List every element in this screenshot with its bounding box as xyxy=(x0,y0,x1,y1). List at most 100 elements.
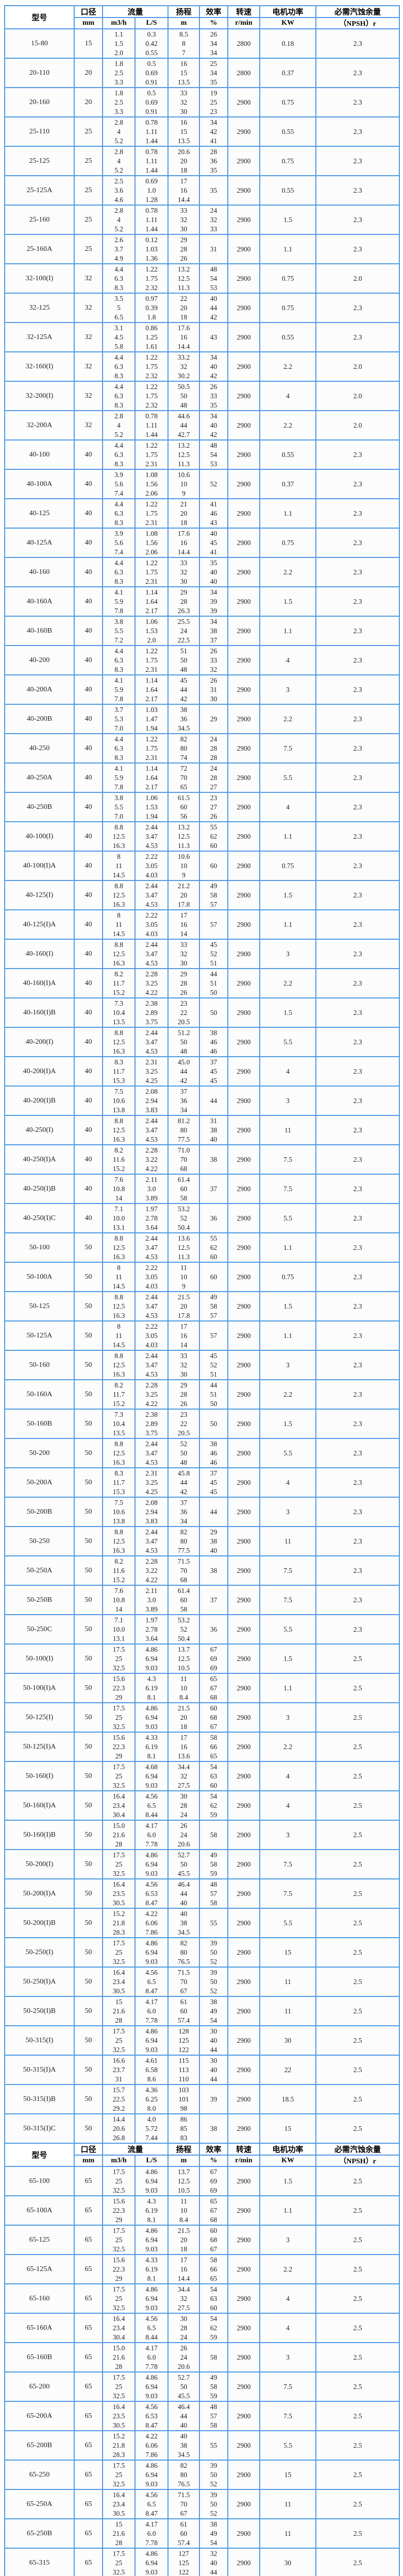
cell-line: 4.17 xyxy=(145,1997,158,2006)
cell-line: 58 xyxy=(180,1605,188,1613)
efficiency-cell: 28 36 35 xyxy=(199,146,229,176)
diameter-cell: 40 xyxy=(74,762,103,793)
cell-line: 14.4 xyxy=(177,342,190,350)
cell-line: 20.6 xyxy=(177,2362,190,2370)
cell-line: 3.64 xyxy=(145,1223,158,1231)
cell-line: 12.5 xyxy=(112,832,125,840)
cell-line: 32 xyxy=(180,362,188,370)
cell-line: 8 xyxy=(182,39,186,47)
model-cell: 40-200B xyxy=(4,704,75,734)
cell-line: 83 xyxy=(180,2133,188,2142)
cell-line: 16 xyxy=(180,118,188,126)
cell-line: 23.4 xyxy=(112,2500,125,2508)
cell-line: 58 xyxy=(210,1733,217,1741)
cell-line: 22.3 xyxy=(112,1684,125,1692)
npsh-cell: 2.3 xyxy=(315,1144,400,1175)
model-cell: 40-160 xyxy=(4,557,75,587)
cell-line: 3.22 xyxy=(145,1566,158,1574)
cell-line: 80 xyxy=(180,2470,188,2479)
cell-line: 58 xyxy=(210,2353,217,2361)
cell-line: 3.6 xyxy=(114,186,123,194)
flow-ls-cell: 4.86 6.94 9.03 xyxy=(134,2283,169,2314)
cell-line: 3.9 xyxy=(114,529,123,537)
head-cell: 38 36 34.5 xyxy=(167,704,200,734)
cell-line: 5.9 xyxy=(114,597,123,605)
flow-ls-cell: 2.38 2.89 3.75 xyxy=(134,1409,169,1439)
cell-line: 46 xyxy=(210,1038,217,1046)
cell-line: 50 xyxy=(180,2382,188,2391)
cell-line: 60 xyxy=(210,1781,217,1789)
table-row: 50-315(I)B 50 15.7 22.5 29.2 4.36 6.25 8.0 103 10… xyxy=(4,2084,400,2114)
cell-line: 3.25 xyxy=(145,1390,158,1398)
cell-line: 45 xyxy=(210,1351,217,1360)
table-row: 50-160(I)B 50 15.0 21.6 28 4.17 6.0 7.78 26 24 20.… xyxy=(4,1820,400,1850)
header-efficiency-unit: % xyxy=(199,17,229,29)
table-row: 65-250 65 17.5 25 32.5 4.86 6.94 9.03 82 80 76.5 39… xyxy=(4,2460,400,2490)
cell-line: 3.89 xyxy=(145,1194,158,1202)
header-head: 扬程 xyxy=(167,2143,200,2156)
cell-line: 18 xyxy=(180,2245,188,2253)
diameter-cell: 50 xyxy=(74,2055,103,2085)
cell-line: 10.4 xyxy=(112,1008,125,1016)
cell-line: 10 xyxy=(180,1273,188,1281)
head-cell: 45 44 42 xyxy=(167,674,200,705)
cell-line: 48 xyxy=(210,441,217,449)
power-cell: 5.5 xyxy=(259,2430,317,2461)
cell-line: 12.5 xyxy=(112,1361,125,1369)
cell-line: 3.47 xyxy=(145,1038,158,1046)
cell-line: 32.5 xyxy=(112,2186,125,2194)
efficiency-cell: 67 69 69 xyxy=(199,2166,229,2196)
cell-line: 57 xyxy=(210,1889,217,1897)
cell-line: 72 xyxy=(180,764,188,772)
cell-line: 61 xyxy=(180,1997,188,2006)
cell-line: 2.6 xyxy=(114,235,123,244)
cell-line: 12.5 xyxy=(177,274,190,282)
cell-line: 44 xyxy=(180,421,188,429)
power-cell: 11 xyxy=(259,1967,317,1997)
power-cell: 0.18 xyxy=(259,28,317,59)
diameter-cell: 20 xyxy=(74,87,103,117)
cell-line: 9.03 xyxy=(145,2045,158,2054)
cell-line: 58 xyxy=(210,1860,217,1868)
model-cell: 25-160 xyxy=(4,205,75,235)
cell-line: 8 xyxy=(117,911,121,919)
cell-line: 30 xyxy=(210,694,217,703)
flow-m3h-cell: 14.4 20.6 26.8 xyxy=(102,2113,136,2144)
head-cell: 21 20 18 xyxy=(167,498,200,529)
speed-cell: 2900 xyxy=(227,1379,261,1410)
power-cell: 7.5 xyxy=(259,1585,317,1615)
power-cell: 4 xyxy=(259,2313,317,2343)
cell-line: 4.53 xyxy=(145,1458,158,1466)
cell-line: 60 xyxy=(210,841,217,850)
head-cell: 17 16 13.6 xyxy=(167,1732,200,1762)
cell-line: 22.3 xyxy=(112,2206,125,2214)
cell-line: 16 xyxy=(180,59,188,67)
flow-ls-cell: 4.61 6.58 8.6 xyxy=(134,2055,169,2085)
cell-line: 67 xyxy=(210,2245,217,2253)
diameter-cell: 32 xyxy=(74,293,103,323)
flow-ls-cell: 1.22 1.75 2.31 xyxy=(134,498,169,529)
speed-cell: 2900 xyxy=(227,1790,261,1821)
efficiency-cell: 31 xyxy=(199,234,229,264)
power-cell: 1.1 xyxy=(259,1320,317,1351)
cell-line: 2.17 xyxy=(145,606,158,615)
diameter-cell: 50 xyxy=(74,1761,103,1791)
cell-line: 8.8 xyxy=(114,940,123,948)
cell-line: 14.4 xyxy=(177,2274,190,2282)
cell-line: 20.6 xyxy=(177,147,190,156)
cell-line: 39 xyxy=(210,606,217,615)
cell-line: 0.42 xyxy=(145,39,158,47)
efficiency-cell: 45 52 51 xyxy=(199,1350,229,1380)
efficiency-cell: 19 25 23 xyxy=(199,87,229,117)
cell-line: 16 xyxy=(180,1742,188,1751)
cell-line: 15.2 xyxy=(112,988,125,996)
cell-line: 2.31 xyxy=(145,665,158,673)
diameter-cell: 50 xyxy=(74,2113,103,2144)
cell-line: 4.68 xyxy=(145,1762,158,1771)
diameter-cell: 32 xyxy=(74,351,103,382)
flow-ls-cell: 4.86 6.94 9.03 xyxy=(134,2371,169,2402)
cell-line: 41 xyxy=(210,137,217,145)
cell-line: 29 xyxy=(210,715,217,723)
cell-line: 3.47 xyxy=(145,832,158,840)
model-cell: 50-200 xyxy=(4,1438,75,1468)
